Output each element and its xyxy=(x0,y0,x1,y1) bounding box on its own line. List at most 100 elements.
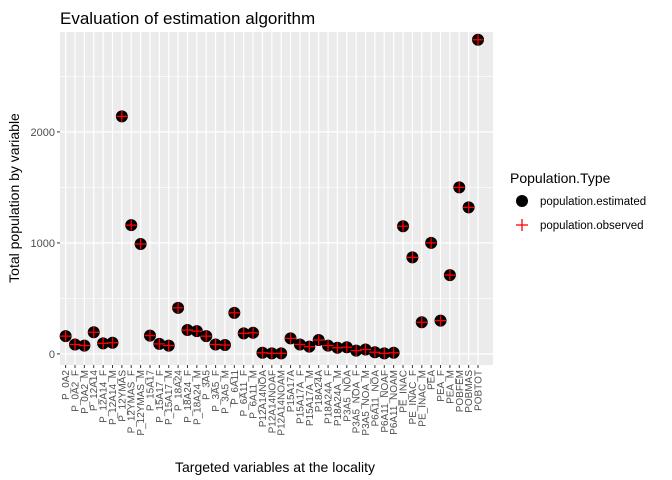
point-observed xyxy=(416,316,428,328)
x-tick-label: PE_INAC_M xyxy=(417,370,428,427)
x-tick-label: P_12YMAS_M xyxy=(136,370,147,436)
x-tick-label: P_6A11 xyxy=(230,370,241,405)
x-tick-label: P_15A17 xyxy=(145,370,156,412)
point-observed xyxy=(285,332,297,344)
point-observed xyxy=(341,341,353,353)
y-axis: 0 1000 2000 xyxy=(31,127,60,361)
y-tick-label: 0 xyxy=(49,349,55,361)
x-tick-label: P3A5_NOA_F xyxy=(352,370,363,433)
point-observed xyxy=(256,347,268,359)
point-observed xyxy=(144,330,156,342)
point-observed xyxy=(200,330,212,342)
point-observed xyxy=(181,324,193,336)
point-observed xyxy=(378,347,390,359)
point-observed xyxy=(88,326,100,338)
point-observed xyxy=(247,327,259,339)
x-tick-label: P_3A5 xyxy=(202,370,213,400)
y-tick-label: 1000 xyxy=(31,238,55,250)
chart-title: Evaluation of estimation algorithm xyxy=(60,9,315,28)
point-observed xyxy=(60,330,72,342)
point-observed xyxy=(163,340,175,352)
x-tick-label: P_0A2 xyxy=(61,370,72,400)
x-tick-label: P_12YMAS xyxy=(117,370,128,422)
x-tick-label: P_3A5_M xyxy=(220,370,231,414)
point-observed xyxy=(313,334,325,346)
legend-label-estimated: population.estimated xyxy=(540,196,646,208)
point-observed xyxy=(350,345,362,357)
x-tick-label: P15A17A_M xyxy=(305,370,316,426)
legend-key-observed xyxy=(516,219,528,231)
x-tick-label: P15A17A xyxy=(286,370,297,413)
x-tick-label: P6A11_NOAF xyxy=(380,370,391,433)
point-observed xyxy=(125,219,137,231)
x-tick-label: P12A14NOAF xyxy=(267,370,278,433)
point-observed xyxy=(388,347,400,359)
point-observed xyxy=(78,340,90,352)
point-observed xyxy=(303,341,315,353)
x-tick-label: PE_INAC xyxy=(399,370,410,413)
point-observed xyxy=(369,346,381,358)
point-observed xyxy=(219,339,231,351)
point-observed xyxy=(294,338,306,350)
data-marks xyxy=(59,33,485,360)
x-tick-label: POBMAS xyxy=(464,370,475,413)
x-tick-label: PEA xyxy=(427,370,438,390)
x-tick-label: P_12A14 xyxy=(89,370,100,412)
y-tick-label: 2000 xyxy=(31,127,55,139)
point-observed xyxy=(331,342,343,354)
point-observed xyxy=(397,220,409,232)
point-observed xyxy=(172,302,184,314)
x-tick-label: P_12A14_F xyxy=(99,370,110,423)
x-tick-label: P12A14NOA xyxy=(258,370,269,428)
x-tick-label: P_3A5_F xyxy=(211,370,222,412)
legend: Population.Type population.estimated pop… xyxy=(510,170,646,232)
point-observed xyxy=(275,347,287,359)
x-tick-label: P6A11_NOA xyxy=(370,370,381,427)
point-observed xyxy=(106,337,118,349)
x-axis-title: Targeted variables at the locality xyxy=(175,459,375,475)
x-tick-label: P_18A24_F xyxy=(183,370,194,423)
point-observed xyxy=(435,315,447,327)
x-tick-label: P18A24A_M xyxy=(333,370,344,426)
x-tick-label: P_0A2_M xyxy=(80,370,91,414)
x-tick-label: PEA_F xyxy=(436,370,447,402)
x-tick-label: P6A11_NOAM xyxy=(389,370,400,435)
point-observed xyxy=(406,251,418,263)
x-tick-label: POBTOT xyxy=(474,370,485,411)
x-tick-label: P_15A17_M xyxy=(164,370,175,425)
point-observed xyxy=(116,110,128,122)
point-observed xyxy=(228,307,240,319)
x-axis: P_0A2P_0A2_FP_0A2_MP_12A14P_12A14_FP_12A… xyxy=(61,365,485,436)
point-observed xyxy=(69,338,81,350)
x-tick-label: P_0A2_F xyxy=(70,370,81,412)
point-observed xyxy=(463,201,475,213)
gridlines xyxy=(60,32,493,365)
point-observed xyxy=(191,325,203,337)
x-tick-label: P3A5_NOA xyxy=(342,370,353,422)
point-observed xyxy=(135,238,147,250)
x-tick-label: P_12YMAS_F xyxy=(127,370,138,433)
x-tick-label: P3A5_NOA_M xyxy=(361,370,372,436)
point-observed xyxy=(97,337,109,349)
x-tick-label: P15A17A_F xyxy=(295,370,306,424)
point-observed xyxy=(360,343,372,355)
x-tick-label: P12A14NOAM xyxy=(277,370,288,436)
plot-panel xyxy=(60,32,493,365)
x-tick-label: P_18A24 xyxy=(174,370,185,412)
x-tick-label: P_12A14_M xyxy=(108,370,119,425)
point-observed xyxy=(266,347,278,359)
legend-label-observed: population.observed xyxy=(540,220,644,232)
legend-key-estimated xyxy=(516,195,528,207)
x-tick-label: P18A24A xyxy=(314,370,325,413)
point-observed xyxy=(453,181,465,193)
point-observed xyxy=(425,237,437,249)
x-tick-label: POBFEM xyxy=(455,370,466,412)
point-observed xyxy=(238,327,250,339)
x-tick-label: P_6A11_M xyxy=(249,370,260,419)
legend-title: Population.Type xyxy=(510,170,611,186)
point-observed xyxy=(322,340,334,352)
y-axis-title: Total population by variable xyxy=(6,113,22,283)
point-observed xyxy=(444,269,456,281)
x-tick-label: P18A24A_F xyxy=(324,370,335,424)
